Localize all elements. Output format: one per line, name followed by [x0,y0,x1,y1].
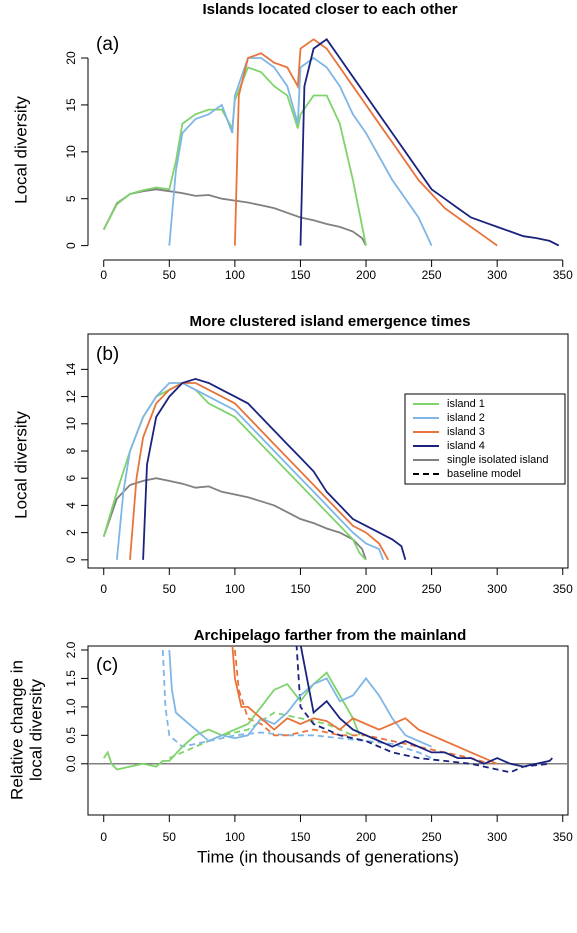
x-tick-label: 250 [422,582,442,596]
x-tick-label: 150 [290,582,310,596]
series-group [102,38,560,247]
y-tick-label: 1.5 [64,670,78,687]
series-line [234,649,491,765]
series-line [168,649,432,748]
x-tick-label: 200 [356,830,376,844]
chart-title: More clustered island emergence times [190,313,471,330]
y-tick-label: 4 [64,502,78,509]
series-line [299,646,553,768]
x-tick-label: 100 [225,830,245,844]
x-tick-label: 300 [487,830,507,844]
x-tick-label: 300 [487,582,507,596]
y-tick-label: 20 [64,51,78,65]
legend-box [404,393,566,485]
x-tick-label: 50 [163,582,177,596]
x-tick-label: 200 [356,268,376,282]
x-tick-label: 250 [422,830,442,844]
y-tick-label: 10 [64,417,78,431]
panel-label: (a) [96,34,119,55]
series-group [102,646,553,774]
series-line [234,38,498,247]
series-line [102,188,367,247]
series-line [231,646,498,765]
series-line [129,382,390,561]
legend-label: single isolated island [447,454,549,466]
series-line [102,671,361,771]
series-group [102,377,407,561]
x-tick-label: 350 [553,268,573,282]
y-tick-label: 0.0 [64,755,78,772]
panel-label: (c) [96,655,118,676]
x-tick-label: 100 [225,268,245,282]
x-tick-label: 50 [163,268,177,282]
x-tick-label: 200 [356,582,376,596]
y-tick-label: 0 [64,242,78,249]
x-tick-label: 0 [100,268,107,282]
y-tick-label: 1.0 [64,698,78,715]
panel-label: (b) [96,344,119,365]
series-line [299,38,560,247]
y-tick-label: 2 [64,529,78,536]
x-tick-label: 150 [290,268,310,282]
x-tick-label: 0 [100,830,107,844]
y-tick-label: 15 [64,98,78,112]
x-tick-label: 0 [100,582,107,596]
legend-label: island 4 [447,440,485,452]
plot-box [87,645,569,816]
x-axis-label: Time (in thousands of generations) [197,847,459,866]
series-line [295,646,550,774]
series-line [142,377,407,561]
x-tick-label: 150 [290,830,310,844]
x-tick-label: 300 [487,268,507,282]
legend-label: baseline model [447,468,521,480]
y-tick-label: 8 [64,447,78,454]
x-tick-label: 50 [163,830,177,844]
legend-label: island 3 [447,426,485,438]
y-tick-label: 5 [64,195,78,202]
legend-label: island 1 [447,398,485,410]
chart-title: Archipelago farther from the mainland [194,627,467,644]
x-tick-label: 100 [225,582,245,596]
x-tick-label: 350 [553,582,573,596]
y-axis-label: Relative change in [7,660,26,800]
y-tick-label: 14 [64,362,78,376]
y-tick-label: 0.5 [64,727,78,744]
legend-label: island 2 [447,412,485,424]
y-axis-label: Local diversity [11,411,30,519]
series-line [168,56,433,246]
y-tick-label: 0 [64,556,78,563]
y-tick-label: 2.0 [64,641,78,658]
y-tick-label: 10 [64,145,78,159]
y-axis-label: Local diversity [11,96,30,204]
series-line [161,649,432,759]
series-line [168,711,354,759]
series-line [102,477,367,561]
y-tick-label: 6 [64,475,78,482]
y-axis-label: local diversity [26,678,45,781]
series-line [116,382,384,561]
y-tick-label: 12 [64,390,78,404]
x-tick-label: 250 [422,268,442,282]
x-tick-label: 350 [553,830,573,844]
chart-title: Islands located closer to each other [202,1,457,18]
